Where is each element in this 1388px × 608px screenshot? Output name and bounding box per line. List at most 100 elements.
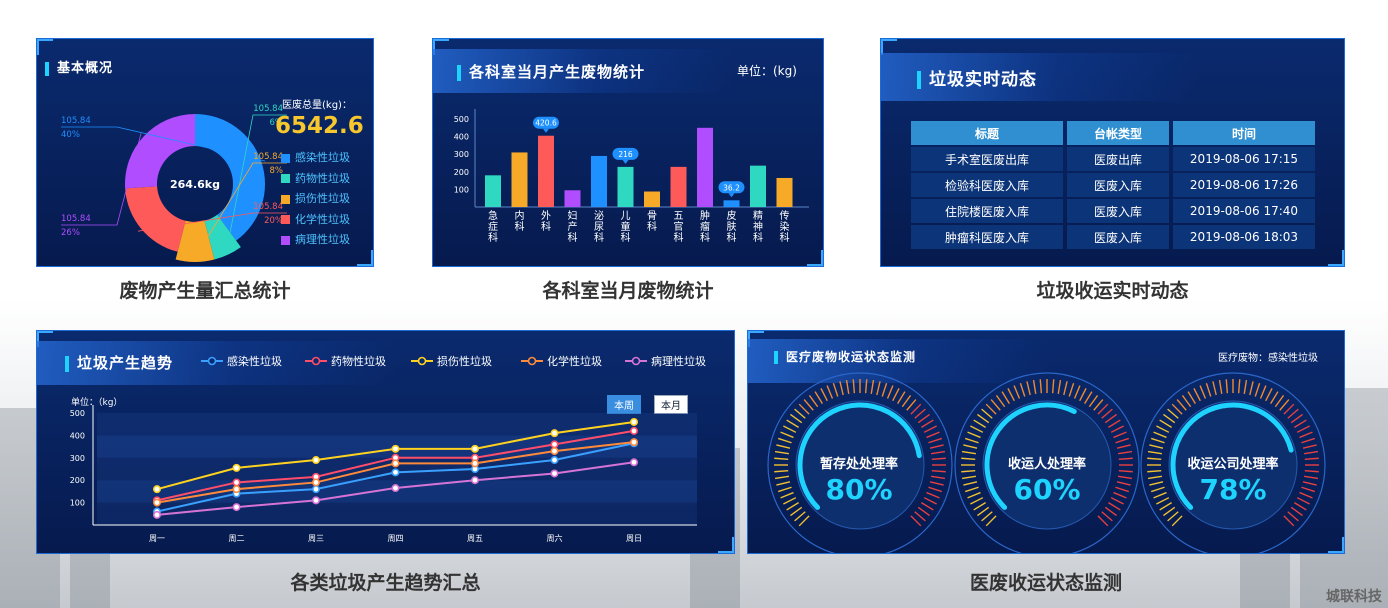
gauge-tick: [1101, 408, 1113, 419]
gauge-tick: [931, 469, 946, 473]
legend-marker: [527, 356, 537, 366]
column-header: 台帐类型: [1067, 121, 1169, 145]
legend-label: 感染性垃圾: [295, 151, 350, 164]
legend-item[interactable]: 病理性垃圾: [625, 354, 706, 368]
gauge-tick: [803, 399, 814, 411]
table-cell: 肿瘤科医废入库: [911, 225, 1063, 249]
x-tick-label: 儿: [621, 210, 631, 222]
table-cell: 2019-08-06 17:40: [1173, 199, 1315, 223]
gauge-tick: [921, 419, 934, 428]
caption-trend: 各类垃圾产生趋势汇总: [290, 572, 481, 594]
legend-label: 病理性垃圾: [651, 354, 706, 368]
panel-department-stats: 各科室当月产生废物统计 单位：(kg) 100 200 300 400 500 急症科内科…: [432, 38, 824, 267]
legend-item[interactable]: 病理性垃圾: [281, 231, 350, 247]
waste-filter[interactable]: 医疗废物：感染性垃圾: [1218, 353, 1318, 364]
donut-slice: [125, 186, 186, 252]
x-tick-label: 肿: [700, 209, 710, 222]
gauge-tick: [981, 511, 993, 522]
gauge-tick: [1299, 431, 1313, 439]
gauge-tick: [961, 457, 976, 461]
gauge-tick: [776, 481, 791, 486]
caption-realtime: 垃圾收运实时动态: [1036, 280, 1189, 302]
x-tick-label: 科: [674, 231, 684, 244]
gauge-tick: [964, 437, 979, 444]
gauge-tick: [794, 408, 806, 419]
gauge-tick: [1149, 481, 1164, 486]
gauge-tick: [1156, 497, 1170, 505]
series-point: [391, 484, 400, 493]
series-point: [629, 438, 638, 447]
gauge-progress-arc: [984, 402, 1077, 510]
gauge-tick: [1115, 486, 1130, 493]
data-label-pointer: [728, 193, 735, 198]
series-point: [550, 456, 559, 465]
gauge-value: 80%: [825, 473, 893, 506]
bar: [750, 165, 766, 207]
bar: [485, 175, 501, 207]
gauge-tick: [1265, 388, 1273, 402]
month-button[interactable]: 本月: [654, 395, 688, 414]
title-band: [37, 341, 397, 385]
gauge-tick: [985, 515, 997, 527]
x-tick-label: 科: [541, 220, 551, 233]
x-tick-label: 肤: [727, 220, 737, 233]
gauge-tick: [1104, 413, 1117, 424]
legend-item[interactable]: 感染性垃圾: [201, 354, 282, 368]
callout-percent: 6%: [270, 118, 284, 128]
legend-item[interactable]: 化学性垃圾: [281, 211, 350, 227]
gauge-tick: [1063, 381, 1068, 396]
table-row[interactable]: 住院楼医废入库 医废入库 2019-08-06 17:40: [911, 199, 1315, 223]
table-cell: 医废入库: [1067, 199, 1169, 223]
x-tick-label: 症: [488, 220, 498, 233]
data-label: 36.2: [723, 183, 740, 192]
y-tick-label: 500: [70, 409, 85, 418]
legend-item[interactable]: 损伤性垃圾: [281, 190, 350, 206]
gauge-tick: [964, 486, 979, 493]
legend-item[interactable]: 损伤性垃圾: [411, 354, 492, 368]
gauge-tick: [970, 425, 984, 433]
table-row[interactable]: 检验科医废入库 医废入库 2019-08-06 17:26: [911, 173, 1315, 197]
table-cell: 手术室医废出库: [911, 147, 1063, 171]
gauge-tick: [1108, 419, 1121, 428]
week-button[interactable]: 本周: [607, 395, 641, 414]
legend-item[interactable]: 感染性垃圾: [281, 149, 350, 165]
bar: [776, 177, 793, 207]
gauge-tick: [1113, 431, 1127, 439]
gauge-tick: [1118, 475, 1133, 480]
gauge-tick: [864, 379, 868, 394]
series-point: [391, 468, 400, 477]
x-tick-label: 皮: [727, 209, 737, 222]
data-label-pointer: [543, 128, 549, 133]
line-chart: 100 200 300 400 500 周一 周二 周三 周四 周五 周六 周日 感染性垃圾 药物性垃圾 损…: [70, 354, 706, 543]
table-row[interactable]: 手术室医废出库 医废出库 2019-08-06 17:15: [911, 147, 1315, 171]
x-tick-label: 周日: [626, 534, 642, 543]
gauge-tick: [985, 403, 997, 415]
gauge-tick: [798, 515, 810, 527]
gauge-tick: [783, 425, 797, 433]
x-tick-label: 骨: [647, 210, 657, 222]
gauge-tick: [926, 431, 940, 439]
gauge-tick: [1283, 515, 1295, 527]
gauge-tick: [961, 475, 976, 480]
gauge-tick: [1073, 385, 1081, 399]
callout-percent: 40%: [61, 130, 80, 140]
gauge-tick: [929, 444, 944, 449]
x-tick-label: 尿: [594, 221, 604, 233]
legend-item[interactable]: 化学性垃圾: [521, 354, 602, 368]
caption-overview: 废物产生量汇总统计: [119, 280, 291, 302]
legend-item[interactable]: 药物性垃圾: [281, 170, 350, 186]
x-tick-label: 科: [621, 231, 631, 244]
series-point: [550, 469, 559, 478]
gauge-tick: [1304, 469, 1319, 473]
table-row[interactable]: 肿瘤科医废入库 医废入库 2019-08-06 18:03: [911, 225, 1315, 249]
series-point: [232, 478, 241, 487]
x-tick-label: 周三: [308, 534, 324, 543]
gauge-tick: [1110, 497, 1124, 505]
legend-item[interactable]: 药物性垃圾: [305, 354, 386, 368]
callout-line: [194, 162, 287, 259]
gauge-tick: [928, 486, 943, 493]
data-label-bubble: [718, 181, 745, 194]
y-tick-label: 100: [454, 185, 469, 194]
donut-center-label: 264.6kg: [170, 178, 220, 191]
series-point: [550, 440, 559, 449]
